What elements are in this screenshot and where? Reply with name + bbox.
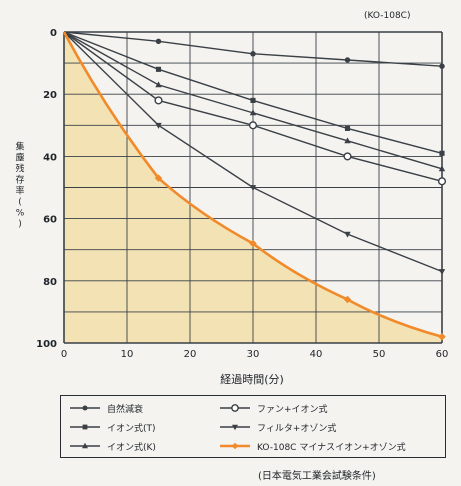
tick-label-layer: 0 10 20 30 40 50 60 0 20 40 60 80 100 集塵残存率(%) (15, 28, 448, 360)
legend-item: イオン式(K) (69, 439, 156, 453)
x-tick-label: 20 (184, 349, 197, 360)
data-point (155, 122, 162, 129)
y-tick-label: 100 (36, 339, 57, 350)
y-tick-label: 60 (43, 215, 57, 226)
series-1 (63, 31, 445, 156)
data-point (438, 333, 446, 341)
data-point (439, 150, 445, 156)
series-layer (62, 31, 447, 341)
series-line (62, 31, 443, 339)
data-point (343, 152, 352, 161)
series-0 (63, 31, 445, 69)
data-point (344, 231, 351, 238)
legend-swatch (70, 442, 100, 449)
data-point (250, 97, 256, 103)
legend-marker (232, 424, 238, 431)
legend-item: 自然減衰 (69, 401, 143, 415)
series-4 (63, 31, 446, 275)
data-point (343, 295, 352, 304)
x-tick-label: 40 (310, 349, 323, 360)
y-tick-label: 20 (43, 90, 57, 101)
model-label: (KO-108C) (364, 11, 411, 21)
data-point (249, 109, 257, 116)
shaded-area-layer (64, 32, 442, 343)
legend-item: フィルタ+オゾン式 (219, 420, 336, 434)
legend: 自然減衰 ファン+イオン式イオン式(T) フィルタ+オゾン式イオン式(K) KO-10… (60, 395, 446, 458)
legend-item: KO-108C マイナスイオン+オゾン式 (219, 439, 406, 453)
y-tick-label: 0 (50, 28, 57, 39)
x-tick-label: 30 (247, 349, 260, 360)
footnote: (日本電気工業会試験条件) (258, 471, 376, 482)
data-point (155, 38, 162, 45)
data-point (438, 269, 446, 275)
data-point (155, 66, 162, 72)
legend-marker (82, 424, 88, 430)
data-point (155, 81, 162, 88)
data-point (438, 165, 446, 172)
legend-label: ファン+イオン式 (257, 404, 328, 415)
series-3 (63, 31, 447, 186)
data-point (439, 63, 445, 69)
legend-label: イオン式(T) (107, 423, 156, 434)
y-tick-label: 40 (43, 152, 57, 163)
legend-swatch (220, 424, 250, 431)
x-axis-label: 経過時間(分) (220, 373, 284, 386)
legend-marker (231, 404, 239, 412)
data-point (249, 185, 257, 192)
data-point (250, 51, 256, 57)
data-point (437, 177, 447, 186)
x-tick-label: 50 (373, 349, 386, 360)
x-tick-label: 0 (61, 349, 67, 360)
legend-marker (82, 442, 88, 449)
legend-marker (82, 405, 88, 411)
x-tick-label: 10 (121, 349, 134, 360)
legend-marker (231, 442, 239, 450)
legend-label: イオン式(K) (107, 442, 156, 453)
legend-swatch (220, 442, 250, 450)
data-point (344, 57, 351, 63)
series-2 (63, 31, 446, 172)
legend-swatch (220, 404, 250, 412)
legend-label: フィルタ+オゾン式 (257, 423, 337, 434)
data-point (249, 239, 257, 248)
shaded-area (64, 32, 442, 343)
data-point (154, 174, 163, 182)
legend-label: 自然減衰 (107, 404, 144, 415)
data-point (248, 121, 258, 130)
y-tick-label: 80 (43, 277, 57, 288)
y-axis-label: 集塵残存率(%) (15, 141, 24, 230)
data-point (344, 137, 351, 144)
legend-swatch (70, 424, 100, 430)
legend-swatch (70, 405, 100, 411)
series-5 (62, 31, 446, 341)
legend-label: KO-108C マイナスイオン+オゾン式 (257, 442, 406, 453)
legend-item: イオン式(T) (69, 420, 156, 434)
x-tick-label: 60 (436, 349, 449, 360)
data-point (344, 125, 351, 131)
data-point (154, 96, 163, 105)
legend-item: ファン+イオン式 (219, 401, 328, 415)
